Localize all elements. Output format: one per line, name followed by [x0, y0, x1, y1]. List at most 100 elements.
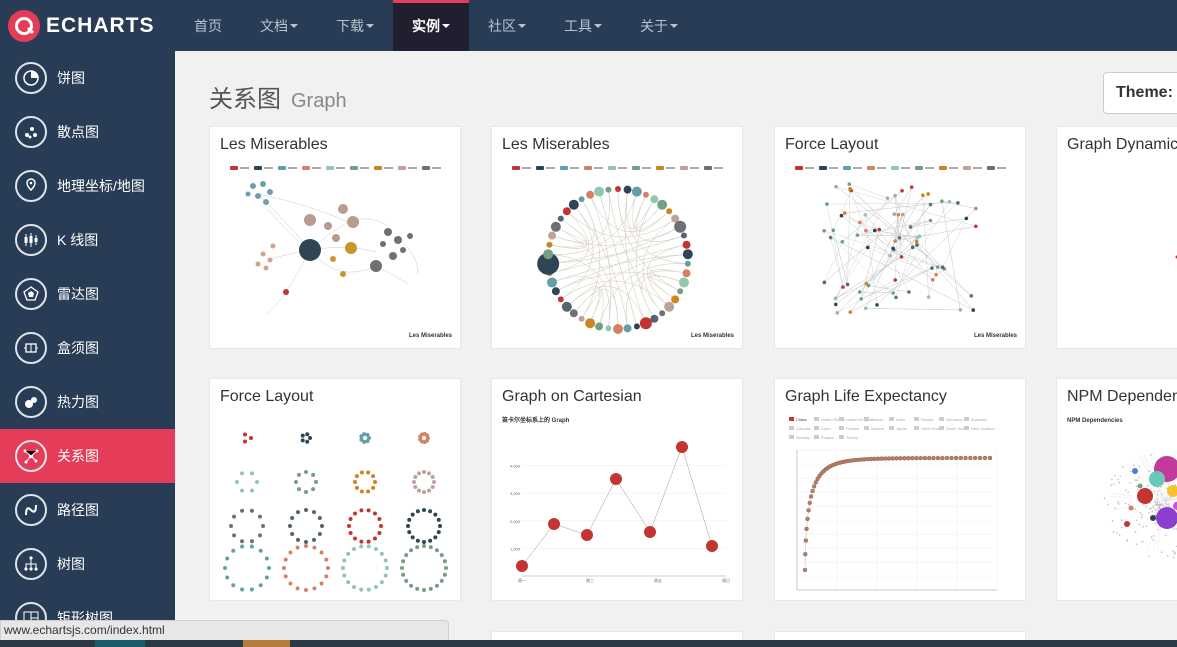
- sidebar-item-label: 热力图: [57, 394, 99, 410]
- axis-tick-label: 2,000: [510, 519, 521, 524]
- thumb-chart-title: NPM Dependencies: [1067, 418, 1123, 424]
- thumb-chart-title: 笛卡尔坐标系上的 Graph: [501, 416, 570, 424]
- sidebar-item-7[interactable]: 关系图: [0, 429, 175, 483]
- sidebar-item-label: 雷达图: [57, 286, 99, 302]
- nav-item-5[interactable]: 工具: [545, 0, 621, 51]
- caret-down-icon: [290, 23, 298, 28]
- nav-item-6[interactable]: 关于: [621, 0, 697, 51]
- nav-item-1[interactable]: 文档: [241, 0, 317, 51]
- legend-label: Turkey: [846, 435, 858, 440]
- example-card-graph-dynamic[interactable]: Graph Dynamic: [1056, 126, 1177, 349]
- sidebar-item-2[interactable]: 地理坐标/地图: [0, 159, 175, 213]
- graph-node: [676, 441, 688, 453]
- example-card-les-miserables-force[interactable]: Les Miserables: [209, 126, 461, 349]
- graph-node: [581, 529, 593, 541]
- caret-down-icon: [366, 23, 374, 28]
- sidebar-item-label: 盒须图: [57, 340, 99, 356]
- sidebar-item-label: 路径图: [57, 502, 99, 518]
- nav-label: 下载: [336, 17, 364, 34]
- echarts-logo[interactable]: ECHARTS: [0, 0, 175, 51]
- card-thumbnail: Les Miserables: [500, 164, 736, 342]
- example-card-force-layout[interactable]: Force Layout Les Miserables: [774, 126, 1026, 349]
- lines-icon: [15, 494, 47, 526]
- legend-label: United Kingdom: [846, 417, 875, 422]
- card-thumbnail: [1065, 164, 1177, 342]
- page-title-en: Graph: [291, 90, 347, 112]
- legend-label: France: [871, 417, 884, 422]
- graph-node: [644, 526, 656, 538]
- card-title: Graph Dynamic: [1067, 136, 1177, 153]
- nav-item-4[interactable]: 社区: [469, 0, 545, 51]
- example-card-life-expectancy[interactable]: Graph Life Expectancy China United States…: [774, 378, 1026, 601]
- legend-label: United States: [821, 417, 845, 422]
- graph-node: [516, 560, 528, 572]
- axis-tick-label: 周日: [722, 577, 730, 583]
- page-title: 关系图 Graph: [209, 79, 347, 114]
- nav-label: 关于: [640, 17, 668, 34]
- nav-label: 首页: [194, 17, 222, 34]
- caret-down-icon: [442, 23, 450, 28]
- caret-down-icon: [594, 23, 602, 28]
- legend-label: New Zealand: [971, 426, 995, 431]
- card-thumbnail: NPM Dependencies: [1065, 416, 1177, 594]
- candlestick-icon: [15, 224, 47, 256]
- legend-label: North Korea: [921, 426, 943, 431]
- nav-label: 实例: [412, 17, 440, 34]
- sidebar-item-1[interactable]: 散点图: [0, 105, 175, 159]
- nav-item-3[interactable]: 实例: [393, 0, 469, 51]
- caret-down-icon: [670, 23, 678, 28]
- card-title: NPM Dependencies: [1067, 388, 1177, 405]
- legend-label: South Korea: [946, 426, 969, 431]
- legend-label: Canada: [796, 426, 811, 431]
- card-title: Graph on Cartesian: [502, 388, 642, 405]
- example-card-graph-cartesian[interactable]: Graph on Cartesian 笛卡尔坐标系上的 Graph 1,000 2…: [491, 378, 743, 601]
- legend-label: China: [796, 417, 807, 422]
- theme-label: Theme:: [1116, 84, 1173, 101]
- pie-chart-icon: [15, 62, 47, 94]
- axis-tick-label: 3,000: [510, 491, 521, 496]
- caret-down-icon: [518, 23, 526, 28]
- legend-label: Poland: [821, 435, 833, 440]
- nav-label: 工具: [564, 17, 592, 34]
- thumb-caption: Les Miserables: [974, 333, 1018, 339]
- legend-label: Germany: [946, 417, 962, 422]
- card-title: Les Miserables: [220, 136, 328, 153]
- card-thumbnail: 笛卡尔坐标系上的 Graph 1,000 2,000 3,000 4,000 周一 周三 周…: [500, 416, 736, 594]
- sidebar-item-6[interactable]: 热力图: [0, 375, 175, 429]
- legend-label: Finland: [846, 426, 859, 431]
- nav-label: 文档: [260, 17, 288, 34]
- sidebar-item-9[interactable]: 树图: [0, 537, 175, 591]
- sidebar-item-5[interactable]: 盒须图: [0, 321, 175, 375]
- card-title: Force Layout: [785, 136, 879, 153]
- map-pin-icon: [15, 170, 47, 202]
- boxplot-icon: [15, 332, 47, 364]
- nav-item-0[interactable]: 首页: [175, 0, 241, 51]
- sidebar-item-8[interactable]: 路径图: [0, 483, 175, 537]
- example-card-force-rings[interactable]: Force Layout: [209, 378, 461, 601]
- theme-selector[interactable]: Theme:: [1103, 72, 1177, 114]
- sidebar-item-label: 饼图: [57, 70, 85, 86]
- sidebar-item-3[interactable]: K 线图: [0, 213, 175, 267]
- sidebar: 饼图 散点图 地理坐标/地图 K 线图 雷达图 盒须图 热力图 关系图 路径图 树图 矩形树图: [0, 51, 175, 647]
- card-thumbnail: China United States United Kingdom France In…: [783, 416, 1019, 594]
- example-card-npm-dependencies[interactable]: NPM Dependencies NPM Dependencies: [1056, 378, 1177, 601]
- sidebar-item-4[interactable]: 雷达图: [0, 267, 175, 321]
- logo-mark-icon: [8, 9, 40, 42]
- status-bar-url: www.echartsjs.com/index.html: [0, 620, 449, 641]
- sidebar-item-label: 树图: [57, 556, 85, 572]
- graph-node: [610, 473, 622, 485]
- axis-tick-label: 4,000: [510, 464, 521, 469]
- card-title: Graph Life Expectancy: [785, 388, 947, 405]
- nav-label: 社区: [488, 17, 516, 34]
- axis-tick-label: 周一: [518, 577, 526, 583]
- card-title: Force Layout: [220, 388, 314, 405]
- nav-item-2[interactable]: 下载: [317, 0, 393, 51]
- main-content: 关系图 Graph Theme: Les Miserables: [175, 51, 1177, 647]
- axis-tick-label: 周三: [586, 577, 594, 583]
- example-card-les-miserables-circular[interactable]: Les Miserables Les Miserables: [491, 126, 743, 349]
- scatter-icon: [15, 116, 47, 148]
- taskbar-strip: [0, 640, 1177, 647]
- legend-label: Australia: [971, 417, 987, 422]
- sidebar-item-0[interactable]: 饼图: [0, 51, 175, 105]
- card-thumbnail: [218, 416, 454, 594]
